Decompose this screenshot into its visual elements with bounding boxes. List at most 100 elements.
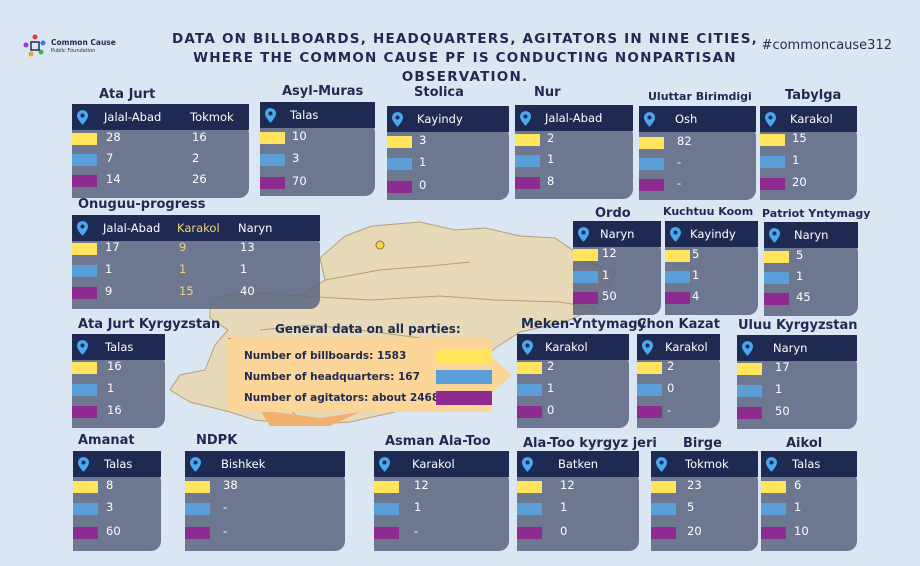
location-pin-icon [644,111,655,127]
location-pin-icon [742,340,753,356]
billboards-bar [573,249,598,261]
billboards-value: 5 [796,248,804,262]
headquarters-value: 1 [692,268,700,282]
billboards-bar [737,363,762,375]
agitators-value: - [223,524,228,538]
agitators-bar [764,293,789,305]
headquarters-bar [387,158,412,170]
agitators-bar [637,406,662,418]
billboards-value: 23 [687,478,702,492]
city-label: Karakol [545,340,588,354]
headquarters-value: 1 [775,382,783,396]
party-name-amanat: Amanat [78,433,135,448]
agitators-bar [374,527,399,539]
agitators-value: 20 [792,175,807,189]
headquarters-bar [665,271,690,283]
headquarters-bar [72,154,97,166]
headquarters-bar [515,155,540,167]
general-title: General data on all parties: [275,322,461,336]
location-pin-icon [765,111,776,127]
billboards-bar [665,250,690,262]
city-label: Talas [104,457,133,471]
party-name-uluttar-birimdigi: Uluttar Birimdigi [648,90,752,103]
headquarters-bar [573,271,598,283]
location-pin-icon [522,339,533,355]
agitators-bar [260,177,285,189]
header-kuchtuu-koom: Kayindy [665,221,758,247]
city-label: Talas [105,340,134,354]
agitators-value: 50 [602,289,617,303]
agitators-value: 40 [240,284,255,298]
agitators-bar [761,527,786,539]
city-label: Karakol [790,112,833,126]
location-pin-icon [392,111,403,127]
party-name-nur: Nur [534,85,561,100]
billboards-bar [517,481,542,493]
city-label: Osh [675,112,698,126]
agitators-value: 15 [179,284,194,298]
general-agitators: Number of agitators: about 2468 [244,392,440,404]
billboards-value: 2 [667,359,675,373]
headquarters-value: 1 [794,500,802,514]
headquarters-value: 1 [105,262,113,276]
headquarters-bar [517,503,542,515]
headquarters-value: - [223,500,228,514]
city-label: Karakol [412,457,455,471]
billboards-value: 3 [419,133,427,147]
general-headquarters: Number of headquarters: 167 [244,371,420,383]
billboards-value: 12 [560,478,575,492]
location-pin-icon [190,456,201,472]
header-ata-jurt: Jalal-Abad Tokmok [72,104,249,130]
location-pin-icon [265,107,276,123]
headquarters-value: 0 [667,381,675,395]
agitators-bar [72,406,97,418]
party-name-stolica: Stolica [414,85,464,100]
headquarters-bar [185,503,210,515]
agitators-bar [639,179,664,191]
agitators-bar [185,527,210,539]
location-pin-icon [77,339,88,355]
party-name-ata-jurt-kyrgyzstan: Ata Jurt Kyrgyzstan [78,317,221,332]
header-uluu-kyrgyzstan: Naryn [737,335,857,361]
location-pin-icon [670,226,681,242]
hashtag: #commoncause312 [761,38,892,53]
city-label: Kayindy [417,112,463,126]
billboards-bar [760,134,785,146]
city-label: Tokmok [190,110,234,124]
agitators-value: 20 [687,524,702,538]
general-data-box: Number of billboards: 1583 Number of hea… [228,338,492,412]
headquarters-value: 3 [106,500,114,514]
header-ala-too-kyrgyz-jeri: Batken [517,451,639,477]
billboards-bar [764,251,789,263]
agitators-bar [573,292,598,304]
party-name-onuguu-progress: Onuguu-progress [78,197,206,212]
party-name-birge: Birge [683,436,722,451]
location-pin-icon [656,456,667,472]
agitators-bar [517,527,542,539]
party-name-ordo: Ordo [595,206,631,221]
header-nur: Jalal-Abad [515,105,633,131]
agitators-bar [517,406,542,418]
party-name-asyl-muras: Asyl-Muras [282,84,364,99]
agitators-value: - [677,176,682,190]
billboards-bar [185,481,210,493]
billboards-bar [73,481,98,493]
location-pin-icon [77,220,88,236]
billboards-value: 12 [414,478,429,492]
city-label: Naryn [773,341,808,355]
billboards-bar [374,481,399,493]
header-ndpk: Bishkek [185,451,345,477]
logo: Common Cause Public Foundation [22,33,122,59]
headquarters-value: 2 [192,151,200,165]
header-asman-ala-too: Karakol [374,451,509,477]
billboards-bar [260,132,285,144]
city-label: Jalal-Abad [104,110,162,124]
agitators-value: 14 [106,172,121,186]
agitators-value: 26 [192,172,207,186]
agitators-value: 4 [692,289,700,303]
party-name-asman-ala-too: Asman Ala-Too [385,434,491,449]
logo-icon [23,34,46,57]
panel-ndpk [185,471,345,551]
billboards-value: 38 [223,478,238,492]
agitators-value: - [414,524,419,538]
